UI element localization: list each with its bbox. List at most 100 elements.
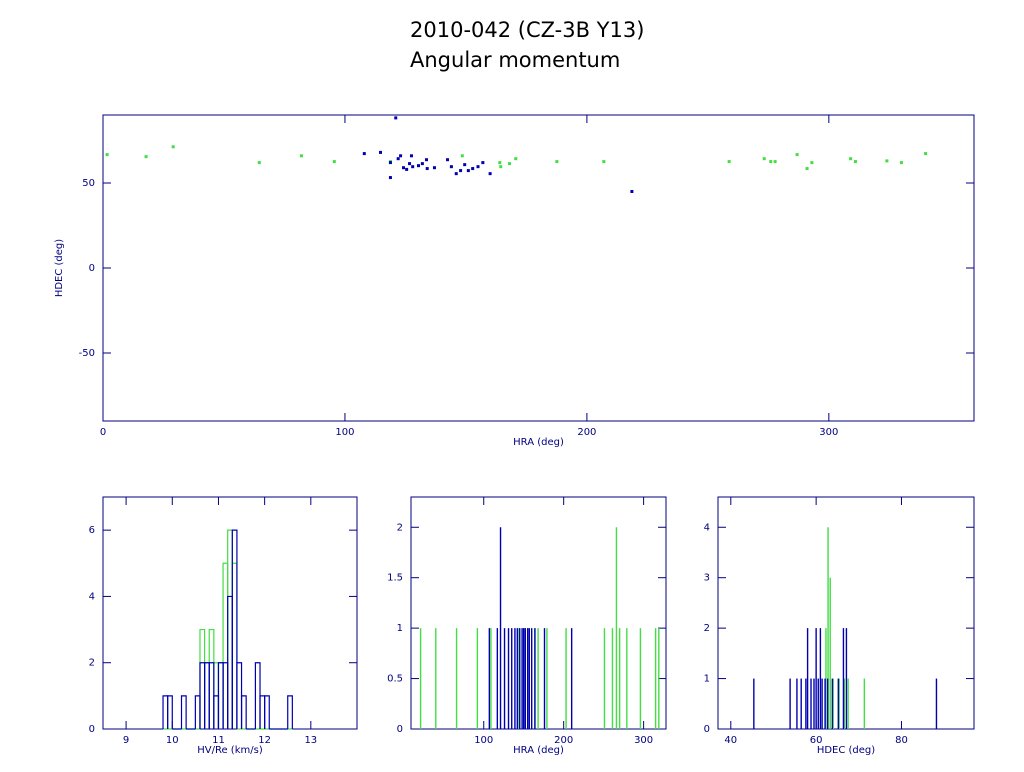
- point: [602, 160, 606, 164]
- histogram-bin: [180, 695, 187, 729]
- point: [481, 161, 485, 165]
- y-tick-label: 4: [89, 591, 95, 602]
- point: [810, 161, 814, 165]
- x-tick-label: 12: [258, 735, 271, 746]
- point: [476, 165, 480, 169]
- y-tick-label: 3: [704, 573, 710, 584]
- point: [394, 116, 398, 120]
- point: [795, 153, 799, 157]
- point: [420, 162, 424, 166]
- x-tick-label: 300: [819, 427, 838, 438]
- point: [411, 165, 415, 169]
- point: [499, 165, 503, 169]
- histogram-bin: [167, 695, 173, 729]
- point: [379, 150, 383, 154]
- y-tick-label: 0: [89, 724, 95, 735]
- y-tick-label: -50: [79, 348, 95, 359]
- point: [805, 167, 809, 171]
- point: [405, 167, 409, 171]
- point: [332, 160, 336, 164]
- x-tick-label: 60: [810, 735, 823, 746]
- point: [454, 172, 458, 176]
- y-tick-label: 1.5: [387, 573, 403, 584]
- histogram-bin: [254, 662, 261, 729]
- point: [466, 169, 470, 173]
- histogram-bin: [217, 662, 224, 729]
- point: [762, 157, 766, 161]
- x-tick-label: 10: [166, 735, 179, 746]
- x-tick-label: 300: [634, 735, 653, 746]
- x-tick-label: 11: [212, 735, 225, 746]
- point: [388, 161, 392, 165]
- histogram-bin: [199, 628, 206, 729]
- point: [488, 172, 492, 176]
- point: [144, 155, 148, 159]
- y-tick-label: 1: [397, 623, 403, 634]
- y-tick-label: 2: [397, 522, 403, 533]
- histogram-bin: [208, 662, 215, 729]
- plot-frame: [102, 114, 975, 422]
- y-tick-label: 0: [704, 724, 710, 735]
- point: [727, 160, 731, 164]
- x-tick-label: 200: [554, 735, 573, 746]
- point: [463, 163, 467, 167]
- y-tick-label: 4: [704, 522, 710, 533]
- histogram-bin: [204, 662, 210, 729]
- point: [388, 176, 392, 180]
- point: [899, 161, 903, 165]
- histogram-bin: [240, 695, 247, 729]
- point: [432, 166, 436, 170]
- histogram-bin: [227, 529, 233, 729]
- y-tick-label: 1: [704, 674, 710, 685]
- point: [408, 162, 412, 166]
- histogram-bin: [227, 595, 233, 729]
- point: [396, 157, 400, 161]
- y-tick-label: 6: [89, 525, 95, 536]
- point: [425, 167, 429, 171]
- x-tick-label: 100: [335, 427, 354, 438]
- histogram-bin: [264, 695, 270, 729]
- histogram-bin: [162, 695, 169, 729]
- y-tick-label: 2: [89, 658, 95, 669]
- x-axis-label: HDEC (deg): [817, 745, 875, 756]
- histogram-bin: [208, 628, 215, 729]
- histogram-bin: [259, 695, 266, 729]
- x-tick-label: 200: [577, 427, 596, 438]
- point: [885, 159, 889, 163]
- point: [362, 152, 366, 156]
- point: [399, 154, 403, 158]
- point: [459, 169, 463, 173]
- point: [460, 154, 464, 158]
- point: [507, 162, 511, 166]
- point: [409, 154, 413, 158]
- x-tick-label: 13: [304, 735, 317, 746]
- y-tick-label: 2: [704, 623, 710, 634]
- y-tick-label: 50: [82, 178, 95, 189]
- point: [171, 145, 175, 149]
- point: [498, 161, 502, 165]
- point: [769, 160, 773, 164]
- x-tick-label: 40: [724, 735, 737, 746]
- x-tick-label: 100: [474, 735, 493, 746]
- x-axis-label: HRA (deg): [513, 745, 564, 756]
- point: [105, 153, 109, 157]
- histogram-bin: [287, 695, 293, 729]
- histogram-bin: [222, 562, 229, 729]
- histogram-bin: [222, 662, 229, 729]
- y-tick-label: 0: [397, 724, 403, 735]
- point: [416, 164, 420, 168]
- x-tick-label: 9: [123, 735, 129, 746]
- point: [257, 161, 261, 165]
- point: [773, 160, 777, 164]
- point: [446, 158, 450, 162]
- point: [424, 158, 428, 162]
- point: [849, 157, 853, 161]
- point: [449, 165, 453, 169]
- histogram-bin: [231, 562, 238, 729]
- point: [924, 152, 928, 156]
- point: [853, 160, 857, 164]
- point: [555, 160, 559, 164]
- point: [471, 167, 475, 171]
- subtitle: Angular momentum: [410, 48, 620, 72]
- y-tick-label: 0: [89, 263, 95, 274]
